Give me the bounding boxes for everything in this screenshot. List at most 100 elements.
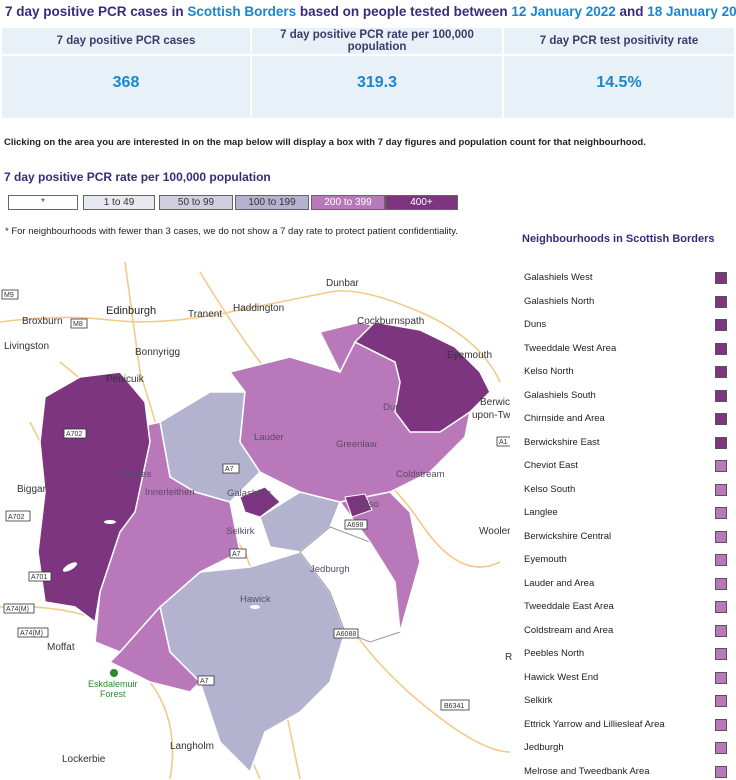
place-berwick: Berwic <box>480 397 510 408</box>
neighbourhood-label: Tweeddale West Area <box>524 342 617 354</box>
neighbourhood-item[interactable]: Berwickshire East <box>524 435 730 451</box>
neighbourhood-item[interactable]: Cheviot East <box>524 458 730 474</box>
place-broxburn: Broxburn <box>22 316 63 327</box>
neighbourhood-swatch <box>715 695 727 707</box>
neighbourhood-item[interactable]: Coldstream and Area <box>524 623 730 639</box>
stat-rate: 7 day positive PCR rate per 100,000 popu… <box>252 28 504 118</box>
neighbourhood-swatch <box>715 507 727 519</box>
place-selkirk: Selkirk <box>226 526 255 537</box>
neighbourhood-label: Selkirk <box>524 695 553 706</box>
stat-label: 7 day positive PCR cases <box>2 28 250 56</box>
neighbourhood-swatch <box>715 366 727 378</box>
neighbourhood-item[interactable]: Berwickshire Central <box>524 529 730 545</box>
neighbourhood-label: Berwickshire Central <box>524 530 612 542</box>
neighbourhood-label: Kelso North <box>524 366 574 377</box>
neighbourhood-item[interactable]: Tweeddale West Area <box>524 341 730 357</box>
neighbourhood-item[interactable]: Galashiels South <box>524 388 730 404</box>
svg-text:A702: A702 <box>66 431 82 438</box>
svg-text:A74(M): A74(M) <box>20 630 43 637</box>
neighbourhood-item[interactable]: Galashiels North <box>524 294 730 310</box>
neighbourhood-item[interactable]: Lauder and Area <box>524 576 730 592</box>
place-eskdalemuir: Eskdalemuir <box>88 679 138 689</box>
neighbourhood-label: Jedburgh <box>524 742 564 753</box>
neighbourhood-item[interactable]: Melrose and Tweedbank Area <box>524 764 730 780</box>
neighbourhood-label: Coldstream and Area <box>524 624 614 636</box>
region-dark <box>239 486 281 518</box>
neighbourhood-swatch <box>715 624 727 637</box>
place-penicuik: Penicuik <box>106 374 145 385</box>
page-title: 7 day positive PCR cases in Scottish Bor… <box>5 4 736 19</box>
suppression-footnote: * For neighbourhoods with fewer than 3 c… <box>5 226 458 237</box>
neighbourhood-item[interactable]: Galashiels West <box>524 270 730 286</box>
map-instructions: Clicking on the area you are interested … <box>4 137 646 148</box>
region-dark <box>344 493 373 518</box>
stat-positivity: 7 day PCR test positivity rate 14.5% <box>504 28 734 118</box>
neighbourhood-swatch <box>715 671 727 684</box>
neighbourhood-item[interactable]: Kelso North <box>524 364 730 380</box>
neighbourhood-map[interactable]: Dunbar Edinburgh Haddington Tranent Brox… <box>0 262 510 779</box>
svg-text:A1: A1 <box>499 439 508 446</box>
neighbourhood-swatch <box>715 648 727 660</box>
map-edge-label: R <box>505 652 513 663</box>
legend-suppressed[interactable]: * <box>8 195 78 210</box>
place-duns: Duns <box>383 402 405 413</box>
neighbourhood-item[interactable]: Peebles North <box>524 646 730 662</box>
neighbourhood-item[interactable]: Chirnside and Area <box>524 411 730 427</box>
region-dark <box>353 321 491 433</box>
place-coldstream: Coldstream <box>396 469 445 480</box>
neighbourhood-swatch <box>715 389 727 402</box>
rate-legend-title: 7 day positive PCR rate per 100,000 popu… <box>4 170 271 184</box>
summary-stats: 7 day positive PCR cases 368 7 day posit… <box>2 28 734 118</box>
svg-text:M8: M8 <box>73 321 83 328</box>
neighbourhood-label: Melrose and Tweedbank Area <box>524 765 650 777</box>
neighbourhood-label: Ettrick Yarrow and Lilliesleaf Area <box>524 718 665 730</box>
place-wooler: Wooler <box>479 526 510 537</box>
neighbourhood-item[interactable]: Hawick West End <box>524 670 730 686</box>
neighbourhood-swatch <box>715 319 727 331</box>
neighbourhood-item[interactable]: Langlee <box>524 505 730 521</box>
neighbourhood-item[interactable]: Duns <box>524 317 730 333</box>
neighbourhood-label: Chirnside and Area <box>524 413 605 424</box>
road-badges: M9 M8 A702 A702 A7 A7 A7 A701 A74(M) A74… <box>1 289 510 711</box>
neighbourhood-swatch <box>715 413 727 425</box>
neighbourhood-swatch <box>715 577 727 590</box>
date-from: 12 January 2022 <box>511 4 616 19</box>
place-eskdalemuir-2: Forest <box>100 689 126 699</box>
neighbourhood-label: Cheviot East <box>524 460 578 471</box>
lochs <box>62 520 260 609</box>
neighbourhood-swatch <box>715 554 727 566</box>
stat-label: 7 day PCR test positivity rate <box>504 28 734 56</box>
legend-400-plus[interactable]: 400+ <box>385 195 458 210</box>
legend-100-199[interactable]: 100 to 199 <box>235 195 309 210</box>
svg-text:A7: A7 <box>200 678 209 685</box>
legend-200-399[interactable]: 200 to 399 <box>311 195 385 210</box>
neighbourhood-item[interactable]: Tweeddale East Area <box>524 599 730 615</box>
legend-50-99[interactable]: 50 to 99 <box>159 195 233 210</box>
svg-text:A702: A702 <box>8 514 24 521</box>
neighbourhood-swatch <box>715 295 727 308</box>
place-innerleithen: Innerleithen <box>145 487 195 498</box>
neighbourhood-label: Langlee <box>524 507 558 518</box>
place-haddington: Haddington <box>233 303 284 314</box>
neighbourhood-swatch <box>715 601 727 613</box>
place-tranent: Tranent <box>188 309 222 320</box>
place-hawick: Hawick <box>240 594 271 605</box>
place-langholm: Langholm <box>170 741 214 752</box>
neighbourhood-label: Tweeddale East Area <box>524 601 614 612</box>
neighbourhood-item[interactable]: Eyemouth <box>524 552 730 568</box>
neighbourhood-label: Hawick West End <box>524 671 599 683</box>
svg-text:A6088: A6088 <box>336 631 356 638</box>
neighbourhood-item[interactable]: Ettrick Yarrow and Lilliesleaf Area <box>524 717 730 733</box>
neighbourhood-item[interactable]: Jedburgh <box>524 740 730 756</box>
svg-text:A7: A7 <box>225 466 234 473</box>
stat-value: 14.5% <box>596 74 642 91</box>
place-jedburgh: Jedburgh <box>310 564 350 575</box>
place-greenlaw: Greenlaw <box>336 439 377 450</box>
neighbourhood-item[interactable]: Kelso South <box>524 482 730 498</box>
neighbourhood-label: Berwickshire East <box>524 436 600 448</box>
neighbourhood-item[interactable]: Selkirk <box>524 693 730 709</box>
neighbourhood-swatch <box>715 483 727 496</box>
place-peebles: Peebles <box>117 469 152 480</box>
legend-1-49[interactable]: 1 to 49 <box>83 195 155 210</box>
place-moffat: Moffat <box>47 642 75 653</box>
